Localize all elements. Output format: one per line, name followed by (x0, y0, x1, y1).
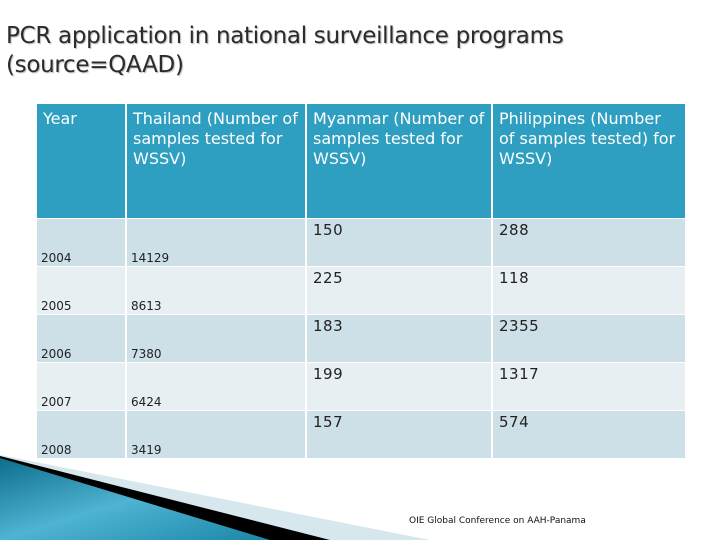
cell-thailand: 3419 (126, 409, 307, 458)
slide-title: PCR application in national surveillance… (6, 23, 564, 78)
cell-thailand: 8613 (126, 265, 307, 314)
slide-footer: OIE Global Conference on AAH-Panama (409, 516, 586, 526)
cell-philippines: 574 (492, 409, 685, 458)
cell-year: 2005 (37, 265, 127, 314)
cell-year: 2006 (37, 313, 127, 362)
cell-year: 2008 (37, 409, 127, 458)
cell-philippines: 288 (492, 217, 685, 266)
cell-philippines: 1317 (492, 361, 685, 410)
cell-myanmar: 183 (306, 313, 493, 362)
cell-philippines: 2355 (492, 313, 685, 362)
table-header-row: Year Thailand (Number of samples tested … (37, 104, 685, 218)
table-row: 2004 14129 150 288 (37, 217, 685, 266)
cell-myanmar: 199 (306, 361, 493, 410)
header-philippines: Philippines (Number of samples tested) f… (492, 104, 685, 218)
cell-year: 2004 (37, 217, 127, 266)
header-thailand: Thailand (Number of samples tested for W… (126, 104, 307, 218)
slide-decoration-swoosh (0, 455, 430, 540)
cell-myanmar: 157 (306, 409, 493, 458)
table-row: 2007 6424 199 1317 (37, 361, 685, 410)
table-row: 2006 7380 183 2355 (37, 313, 685, 362)
table-row: 2008 3419 157 574 (37, 409, 685, 458)
header-myanmar: Myanmar (Number of samples tested for WS… (306, 104, 493, 218)
header-year: Year (37, 104, 127, 218)
cell-thailand: 7380 (126, 313, 307, 362)
table-row: 2005 8613 225 118 (37, 265, 685, 314)
cell-myanmar: 225 (306, 265, 493, 314)
cell-year: 2007 (37, 361, 127, 410)
surveillance-table: Year Thailand (Number of samples tested … (37, 104, 685, 458)
cell-thailand: 6424 (126, 361, 307, 410)
cell-thailand: 14129 (126, 217, 307, 266)
cell-myanmar: 150 (306, 217, 493, 266)
cell-philippines: 118 (492, 265, 685, 314)
